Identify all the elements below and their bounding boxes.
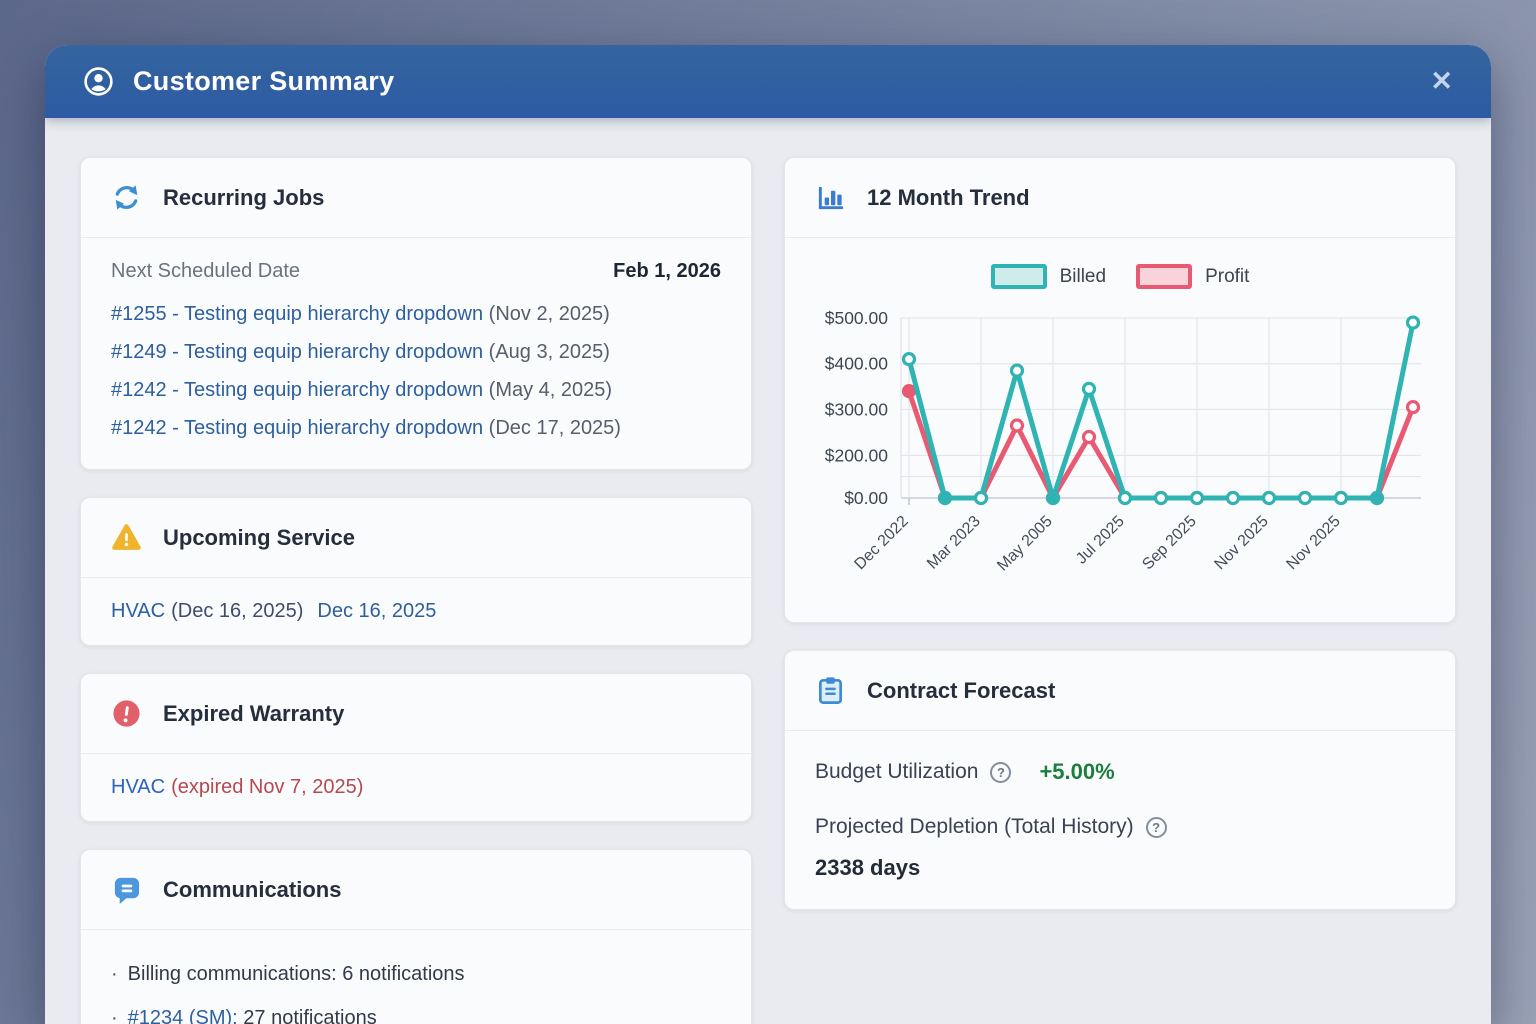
- recurring-jobs-title: Recurring Jobs: [163, 184, 325, 210]
- forecast-card: Contract Forecast Budget Utilization ? +…: [784, 650, 1456, 910]
- bar-chart-icon: [815, 182, 846, 213]
- user-circle-icon: [83, 66, 114, 97]
- next-scheduled-date: Feb 1, 2026: [613, 260, 721, 282]
- svg-text:Nov 2025: Nov 2025: [1211, 513, 1272, 574]
- communications-title: Communications: [163, 876, 342, 902]
- expired-warranty-body: HVAC (expired Nov 7, 2025): [81, 754, 751, 821]
- recurring-jobs-body: Next Scheduled Date Feb 1, 2026 #1255 - …: [81, 238, 751, 469]
- svg-text:Mar 2023: Mar 2023: [924, 513, 984, 573]
- svg-text:$300.00: $300.00: [825, 399, 889, 419]
- svg-text:$200.00: $200.00: [825, 445, 889, 465]
- right-column: 12 Month Trend Billed Profit $500.00 $400: [784, 157, 1456, 985]
- communication-label: Billing communications:: [127, 963, 337, 985]
- svg-text:$500.00: $500.00: [825, 308, 889, 328]
- budget-utilization-value: +5.00%: [1039, 759, 1115, 784]
- legend-profit[interactable]: Profit: [1136, 264, 1249, 289]
- job-link[interactable]: #1242 - Testing equip hierarchy dropdown: [111, 417, 484, 439]
- modal-header: Customer Summary ✕: [45, 45, 1491, 118]
- modal-title: Customer Summary: [133, 66, 395, 96]
- svg-text:Sep 2025: Sep 2025: [1139, 513, 1200, 574]
- legend-billed-label: Billed: [1059, 265, 1107, 287]
- upcoming-service-title: Upcoming Service: [163, 524, 355, 550]
- job-row: #1255 - Testing equip hierarchy dropdown…: [111, 295, 721, 333]
- customer-summary-modal: Customer Summary ✕ Recurring Jobs: [45, 45, 1491, 1024]
- service-detail: (Dec 16, 2025): [171, 600, 304, 622]
- forecast-title: Contract Forecast: [867, 677, 1056, 703]
- job-date: (May 4, 2025): [488, 379, 613, 401]
- svg-text:Nov 2025: Nov 2025: [1283, 513, 1344, 574]
- warranty-detail: (expired Nov 7, 2025): [171, 776, 364, 798]
- upcoming-service-card: Upcoming Service HVAC (Dec 16, 2025) Dec 1…: [80, 497, 752, 646]
- job-row: #1242 - Testing equip hierarchy dropdown…: [111, 409, 721, 447]
- budget-utilization-row: Budget Utilization ? +5.00%: [815, 759, 1425, 785]
- communications-body: · Billing communications: 6 notifications…: [81, 930, 751, 1024]
- expired-warranty-card: Expired Warranty HVAC (expired Nov 7, 202…: [80, 673, 752, 822]
- warning-triangle-icon: [111, 522, 142, 553]
- upcoming-service-header: Upcoming Service: [81, 498, 751, 578]
- error-circle-icon: [111, 698, 142, 729]
- bullet-icon: ·: [111, 963, 118, 985]
- svg-text:$0.00: $0.00: [844, 488, 888, 508]
- service-date: Dec 16, 2025: [317, 600, 437, 622]
- job-link[interactable]: #1242 - Testing equip hierarchy dropdown: [111, 379, 484, 401]
- svg-text:$400.00: $400.00: [825, 354, 889, 374]
- trend-card: 12 Month Trend Billed Profit $500.00 $400: [784, 157, 1456, 623]
- next-scheduled-row: Next Scheduled Date Feb 1, 2026: [111, 260, 721, 283]
- left-column: Recurring Jobs Next Scheduled Date Feb 1…: [80, 157, 752, 1024]
- communications-header: Communications: [81, 850, 751, 930]
- communication-count: 27 notifications: [243, 1007, 377, 1024]
- legend-billed[interactable]: Billed: [990, 264, 1107, 289]
- bullet-icon: ·: [111, 1007, 118, 1024]
- legend-profit-swatch: [1136, 264, 1193, 289]
- svg-text:Dec 2022: Dec 2022: [851, 513, 912, 574]
- expired-warranty-title: Expired Warranty: [163, 700, 345, 726]
- refresh-icon: [111, 182, 142, 213]
- equipment-link[interactable]: HVAC: [111, 776, 166, 798]
- modal-body: Recurring Jobs Next Scheduled Date Feb 1…: [45, 118, 1491, 1024]
- job-link[interactable]: #1255 - Testing equip hierarchy dropdown: [111, 303, 484, 325]
- expired-warranty-header: Expired Warranty: [81, 674, 751, 754]
- svg-text:May 2005: May 2005: [994, 513, 1056, 575]
- forecast-header: Contract Forecast: [785, 651, 1455, 731]
- trend-chart-svg: $500.00 $400.00 $300.00 $200.00 $0.00 Dec 202…: [825, 308, 1421, 575]
- recurring-jobs-header: Recurring Jobs: [81, 158, 751, 238]
- close-icon[interactable]: ✕: [1430, 66, 1453, 96]
- projected-depletion-row: Projected Depletion (Total History) ?: [815, 815, 1425, 839]
- communication-item: · #1234 (SM): 27 notifications: [111, 996, 721, 1024]
- communication-count: 6 notifications: [342, 963, 465, 985]
- legend-profit-label: Profit: [1205, 265, 1250, 287]
- next-scheduled-label: Next Scheduled Date: [111, 260, 301, 282]
- clipboard-icon: [815, 675, 846, 706]
- trend-header: 12 Month Trend: [785, 158, 1455, 238]
- recurring-jobs-card: Recurring Jobs Next Scheduled Date Feb 1…: [80, 157, 752, 470]
- svg-text:Jul 2025: Jul 2025: [1073, 513, 1128, 568]
- job-date: (Dec 17, 2025): [488, 417, 621, 439]
- help-icon[interactable]: ?: [1145, 816, 1167, 838]
- upcoming-service-body: HVAC (Dec 16, 2025) Dec 16, 2025: [81, 578, 751, 645]
- job-row: #1249 - Testing equip hierarchy dropdown…: [111, 333, 721, 371]
- chart-legend: Billed Profit: [801, 264, 1439, 289]
- forecast-body: Budget Utilization ? +5.00% Projected De…: [785, 731, 1455, 909]
- projected-depletion-label: Projected Depletion (Total History): [815, 815, 1134, 838]
- job-date: (Aug 3, 2025): [488, 341, 610, 363]
- job-link[interactable]: #1249 - Testing equip hierarchy dropdown: [111, 341, 484, 363]
- communication-link[interactable]: #1234 (SM):: [127, 1007, 238, 1024]
- chat-bubble-icon: [111, 874, 142, 905]
- projected-depletion-value: 2338 days: [815, 855, 921, 880]
- trend-chart: Billed Profit $500.00 $400.00 $300.00 $200.…: [785, 238, 1455, 622]
- trend-title: 12 Month Trend: [867, 184, 1030, 210]
- help-icon[interactable]: ?: [990, 761, 1012, 783]
- budget-utilization-label: Budget Utilization: [815, 760, 979, 783]
- communications-card: Communications · Billing communications: …: [80, 849, 752, 1024]
- legend-billed-swatch: [990, 264, 1047, 289]
- job-date: (Nov 2, 2025): [488, 303, 610, 325]
- equipment-link[interactable]: HVAC: [111, 600, 166, 622]
- communication-item: · Billing communications: 6 notifications: [111, 952, 721, 996]
- job-row: #1242 - Testing equip hierarchy dropdown…: [111, 371, 721, 409]
